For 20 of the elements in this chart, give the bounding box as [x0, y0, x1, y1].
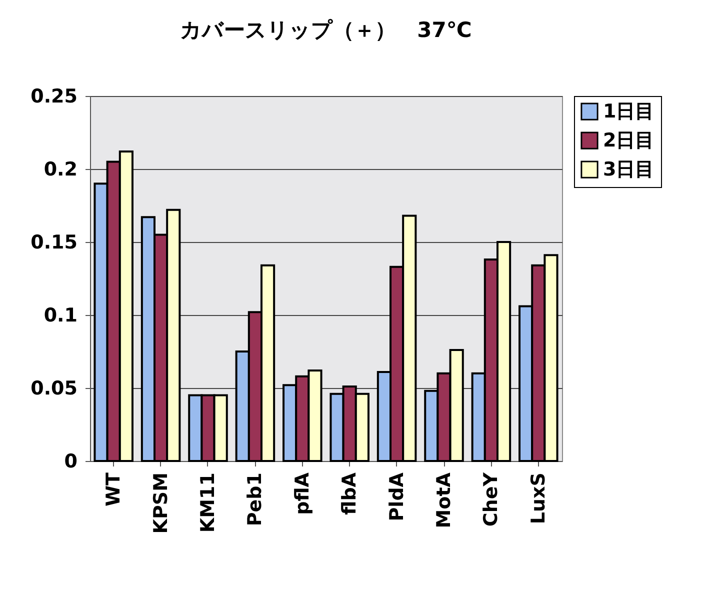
x-tick-label: Peb1	[244, 472, 266, 526]
legend-label: 3日目	[603, 158, 654, 180]
x-tick-label: KM11	[197, 472, 219, 533]
x-tick-label: MotA	[433, 472, 455, 528]
y-tick-label: 0.15	[30, 232, 78, 254]
x-tick-label: PldA	[386, 472, 408, 522]
x-tick-label: KPSM	[150, 472, 172, 534]
legend-label: 2日目	[603, 130, 654, 152]
y-tick-label: 0.2	[44, 158, 78, 180]
chart-title: カバースリップ（＋） 37℃	[180, 18, 472, 42]
x-tick-label: pflA	[291, 472, 314, 515]
y-tick-label: 0	[64, 450, 78, 472]
x-tick-label: CheY	[480, 472, 502, 527]
x-tick-label: WT	[102, 472, 125, 506]
y-tick-label: 0.05	[30, 378, 78, 400]
legend-label: 1日目	[603, 100, 654, 122]
y-tick-label: 0.25	[30, 86, 78, 108]
x-tick-label: flbA	[338, 472, 361, 515]
x-tick-label: LuxS	[527, 472, 550, 524]
y-tick-label: 0.1	[44, 304, 78, 326]
